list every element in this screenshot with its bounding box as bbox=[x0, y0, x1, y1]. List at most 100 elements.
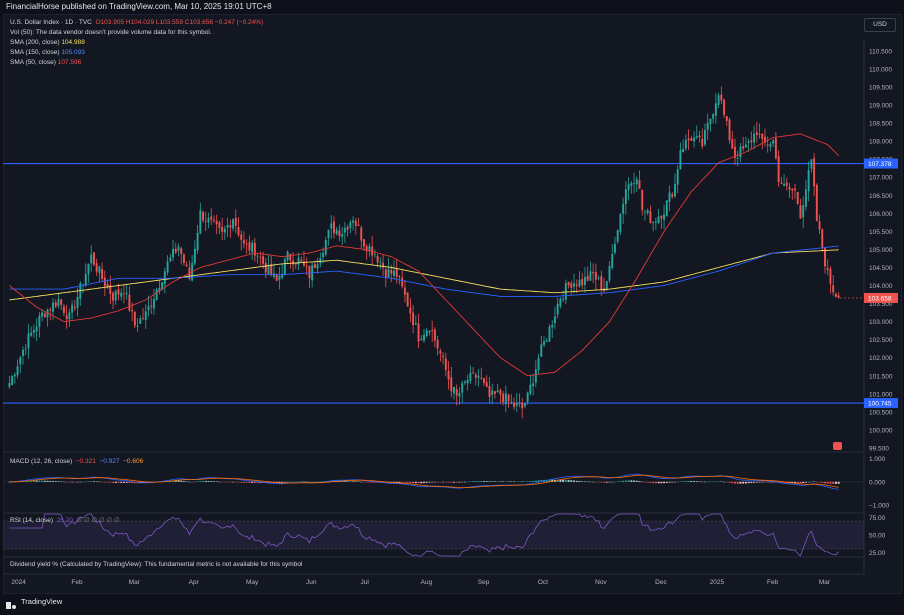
macd-histogram-bar bbox=[717, 481, 720, 482]
macd-histogram-bar bbox=[73, 481, 76, 483]
macd-histogram-bar bbox=[578, 480, 581, 482]
candle-body bbox=[122, 293, 125, 295]
candle-body bbox=[65, 315, 68, 320]
macd-histogram-bar bbox=[442, 481, 445, 483]
candle-body bbox=[477, 375, 480, 378]
candle-body bbox=[534, 369, 537, 383]
candle-body bbox=[766, 144, 769, 146]
macd-histogram-bar bbox=[769, 481, 772, 483]
horizontal-line-label: 100.745 bbox=[868, 401, 892, 408]
footer: TradingView bbox=[0, 594, 904, 610]
x-tick-label: 2025 bbox=[710, 579, 725, 586]
macd-histogram-bar bbox=[532, 480, 535, 482]
macd-histogram-bar bbox=[68, 481, 71, 483]
candle-body bbox=[559, 298, 562, 307]
candle-body bbox=[232, 219, 235, 229]
macd-histogram-bar bbox=[65, 481, 68, 483]
y-tick-label: 106.000 bbox=[869, 211, 893, 218]
rsi-name: RSI (14, close) bbox=[10, 517, 53, 524]
macd-histogram-bar bbox=[237, 481, 240, 483]
macd-histogram-bar bbox=[682, 481, 685, 482]
y-tick-label: 104.500 bbox=[869, 265, 893, 272]
macd-histogram-bar bbox=[663, 481, 666, 484]
candle-body bbox=[641, 190, 644, 211]
y-tick-label: 102.500 bbox=[869, 337, 893, 344]
candle-body bbox=[357, 224, 360, 226]
candle-body bbox=[182, 254, 185, 263]
macd-histogram-bar bbox=[714, 481, 717, 483]
macd-histogram-bar bbox=[619, 481, 622, 482]
macd-histogram-bar bbox=[646, 481, 649, 483]
macd-histogram-bar bbox=[215, 481, 218, 483]
candle-body bbox=[736, 158, 739, 159]
candle-body bbox=[19, 357, 22, 365]
symbol-title: U.S. Dollar Index · 1D · TVC bbox=[10, 19, 92, 26]
candle-body bbox=[537, 358, 540, 371]
macd-histogram-bar bbox=[352, 481, 355, 482]
macd-histogram-bar bbox=[504, 481, 507, 482]
macd-histogram-bar bbox=[417, 481, 420, 484]
macd-histogram-bar bbox=[35, 480, 38, 482]
candle-body bbox=[133, 311, 136, 326]
macd-histogram-bar bbox=[251, 481, 254, 483]
sma200-line bbox=[9, 249, 839, 301]
macd-histogram-bar bbox=[82, 481, 84, 483]
x-tick-label: Aug bbox=[421, 579, 433, 586]
candle-body bbox=[665, 200, 668, 217]
candle-body bbox=[684, 139, 687, 149]
candle-body bbox=[739, 146, 742, 158]
sma200-value: 104.988 bbox=[61, 39, 85, 46]
macd-histogram-bar bbox=[27, 480, 30, 482]
macd-histogram-bar bbox=[41, 480, 44, 482]
macd-histogram-bar bbox=[469, 481, 472, 482]
macd-histogram-bar bbox=[592, 481, 595, 483]
y-tick-label: 105.500 bbox=[869, 229, 893, 236]
macd-histogram-bar bbox=[131, 481, 134, 484]
candle-body bbox=[804, 189, 807, 207]
macd-histogram-bar bbox=[245, 481, 248, 483]
macd-histogram-bar bbox=[630, 480, 633, 482]
macd-histogram-bar bbox=[570, 480, 573, 482]
macd-histogram-bar bbox=[564, 479, 567, 482]
candle-body bbox=[674, 183, 676, 197]
candle-body bbox=[731, 139, 734, 149]
macd-histogram-bar bbox=[674, 481, 676, 483]
candle-body bbox=[513, 402, 515, 407]
candle-body bbox=[120, 292, 123, 297]
candle-body bbox=[248, 242, 251, 251]
candle-body bbox=[423, 334, 425, 341]
macd-histogram-bar bbox=[627, 480, 630, 482]
macd-histogram-bar bbox=[829, 481, 832, 484]
macd-histogram-bar bbox=[605, 481, 608, 483]
candle-body bbox=[605, 281, 608, 291]
candle-body bbox=[540, 344, 543, 357]
candle-body bbox=[701, 138, 704, 147]
candle-body bbox=[212, 219, 215, 221]
candle-body bbox=[363, 239, 365, 247]
candle-body bbox=[401, 277, 404, 287]
candle-body bbox=[493, 391, 496, 394]
macd-histogram-bar bbox=[810, 481, 813, 482]
candle-body bbox=[185, 264, 188, 266]
macd-histogram-bar bbox=[518, 481, 521, 483]
candle-body bbox=[43, 313, 46, 318]
macd-histogram-bar bbox=[447, 481, 450, 483]
macd-histogram-bar bbox=[540, 480, 543, 482]
macd-histogram-bar bbox=[112, 481, 114, 483]
candle-body bbox=[802, 205, 805, 218]
candle-body bbox=[409, 307, 412, 314]
macd-histogram-bar bbox=[365, 481, 368, 483]
candle-body bbox=[22, 349, 24, 356]
macd-histogram-bar bbox=[515, 481, 518, 483]
macd-histogram-bar bbox=[502, 481, 505, 482]
y-tick-label: 106.500 bbox=[869, 193, 893, 200]
candle-body bbox=[815, 184, 818, 222]
macd-histogram-bar bbox=[766, 481, 769, 483]
currency-button[interactable]: USD bbox=[864, 18, 896, 32]
candle-body bbox=[690, 138, 693, 141]
candle-body bbox=[8, 383, 11, 387]
candle-body bbox=[283, 259, 286, 275]
rsi-band bbox=[3, 521, 864, 549]
macd-histogram-bar bbox=[510, 481, 513, 483]
